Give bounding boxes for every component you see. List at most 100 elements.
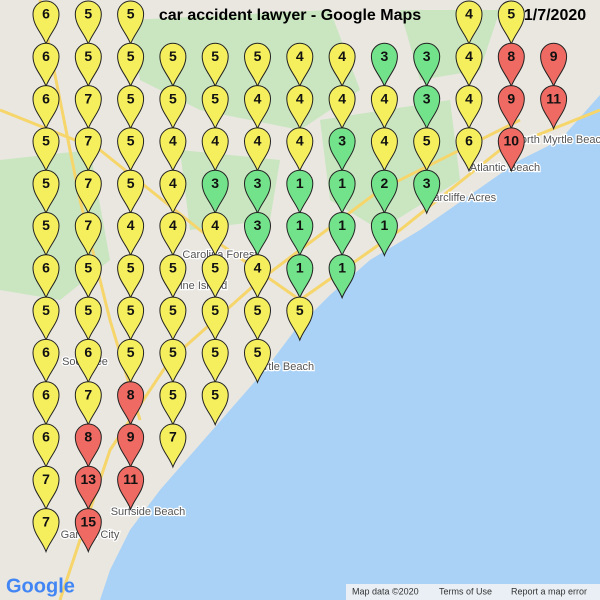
pin: [117, 127, 145, 173]
pin: [328, 169, 356, 215]
pin-rank: 11: [546, 90, 561, 106]
pin-rank: 3: [381, 48, 389, 64]
report-link[interactable]: Report a map error: [511, 586, 587, 596]
pin-rank: 5: [211, 90, 219, 106]
date: 1/7/2020: [524, 7, 586, 24]
pin: [286, 169, 314, 215]
pin-rank: 9: [127, 429, 135, 445]
pin-rank: 4: [296, 48, 304, 64]
pin-rank: 1: [381, 217, 389, 233]
pin: [370, 42, 398, 88]
pin-rank: 7: [42, 471, 50, 487]
pin: [117, 423, 145, 469]
pin: [201, 85, 229, 131]
pin-rank: 4: [211, 217, 219, 233]
pin: [159, 169, 187, 215]
pin-rank: 4: [127, 217, 135, 233]
pin-rank: 5: [211, 302, 219, 318]
pin: [286, 85, 314, 131]
pin: [497, 85, 525, 131]
pin-rank: 4: [169, 133, 177, 149]
pin-rank: 5: [169, 48, 177, 64]
pin: [117, 296, 145, 342]
pin-rank: 7: [84, 133, 92, 149]
pin-rank: 4: [296, 133, 304, 149]
pin-rank: 4: [254, 90, 262, 106]
pin-rank: 7: [84, 386, 92, 402]
pin-rank: 5: [127, 6, 135, 22]
pin-rank: 11: [123, 471, 138, 487]
pin: [159, 212, 187, 257]
pin: [117, 169, 145, 215]
pin-rank: 5: [127, 90, 135, 106]
pin: [243, 254, 272, 300]
pin: [74, 42, 102, 88]
pin: [74, 212, 102, 257]
pin: [243, 169, 272, 215]
pin-rank: 5: [254, 48, 262, 64]
pin-rank: 3: [423, 90, 431, 106]
pin: [201, 338, 229, 384]
pin-rank: 13: [81, 471, 97, 487]
pin-rank: 5: [169, 90, 177, 106]
pin: [455, 127, 483, 173]
pin: [159, 127, 187, 173]
pin: [159, 254, 187, 300]
pin: [201, 381, 229, 427]
place-label: Atlantic Beach: [470, 162, 540, 174]
pin: [540, 42, 568, 88]
pin-rank: 1: [296, 260, 304, 276]
pin: [370, 85, 398, 131]
pin-rank: 4: [254, 260, 262, 276]
pin: [74, 169, 102, 215]
pin: [159, 296, 187, 342]
pin-rank: 3: [423, 175, 431, 191]
pin: [286, 212, 314, 257]
pin-rank: 5: [42, 217, 50, 233]
pin: [328, 127, 356, 173]
pin: [32, 169, 60, 215]
pin-rank: 7: [42, 513, 50, 529]
pin-rank: 5: [211, 260, 219, 276]
pin: [201, 296, 229, 342]
pin-rank: 4: [169, 217, 177, 233]
ocean: [100, 95, 600, 600]
pin: [201, 254, 229, 300]
pin-rank: 5: [127, 133, 135, 149]
pin: [328, 85, 356, 131]
pin: [74, 127, 102, 173]
pin: [117, 212, 145, 257]
pin: [370, 212, 398, 257]
pin-rank: 6: [42, 386, 50, 402]
pin: [497, 42, 525, 88]
pin-rank: 4: [169, 175, 177, 191]
pin: [117, 42, 145, 88]
pin-rank: 4: [338, 48, 346, 64]
pin-rank: 1: [338, 217, 346, 233]
pin: [117, 338, 145, 384]
pin-rank: 6: [42, 6, 50, 22]
pin: [32, 85, 60, 131]
pin-rank: 6: [42, 90, 50, 106]
pin-rank: 5: [127, 260, 135, 276]
pin: [201, 42, 229, 88]
pin-rank: 3: [423, 48, 431, 64]
pin-rank: 5: [42, 175, 50, 191]
pin: [243, 212, 272, 257]
pin: [286, 254, 314, 300]
pin: [286, 296, 314, 342]
pin: [117, 465, 145, 511]
pin-rank: 4: [381, 90, 389, 106]
pin-rank: 5: [254, 302, 262, 318]
pin: [243, 42, 272, 88]
pin-rank: 7: [169, 429, 177, 445]
pin: [201, 127, 229, 173]
pin-rank: 4: [254, 133, 262, 149]
pin: [74, 338, 102, 384]
place-label: North Myrtle Beach: [513, 134, 600, 146]
terms-link[interactable]: Terms of Use: [439, 586, 492, 596]
pin-rank: 9: [550, 48, 558, 64]
pin: [243, 296, 272, 342]
pin: [74, 85, 102, 131]
